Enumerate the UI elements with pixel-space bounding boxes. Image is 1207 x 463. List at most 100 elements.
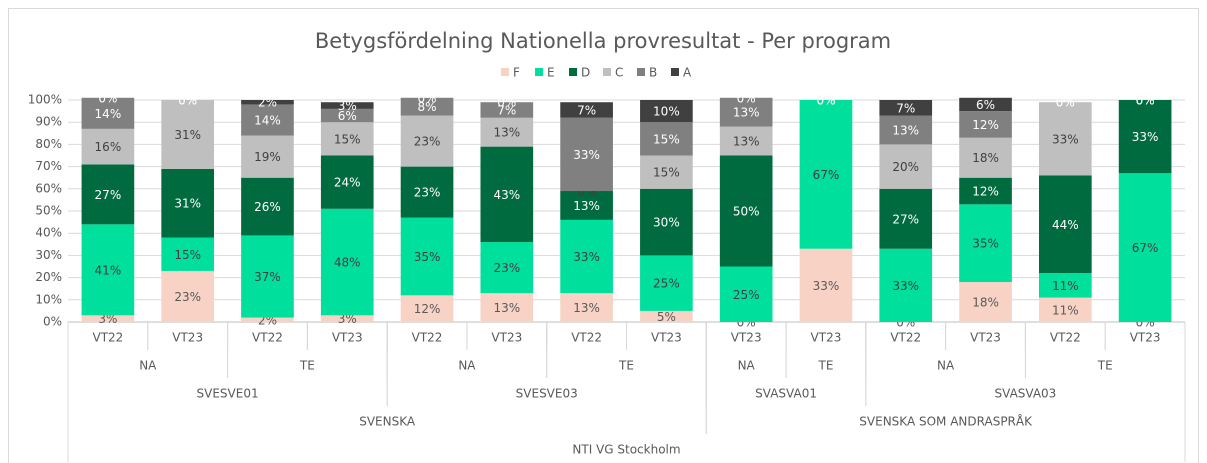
data-label: 18% [972,151,999,165]
bar-segment [560,219,613,294]
data-label: 48% [334,256,361,270]
data-label: 8% [418,100,437,114]
bar-segment [241,135,294,178]
data-label: 6% [976,98,995,112]
category-label: VT23 [1130,331,1161,345]
bar-segment [400,166,454,218]
bar-segment [879,115,933,145]
data-label: 13% [733,135,760,149]
bar-segment [640,122,693,156]
bar-segment [640,188,693,256]
y-tick-label: 60% [35,181,62,195]
legend-swatch [671,68,679,76]
data-label: 23% [493,261,520,275]
data-label: 19% [254,150,281,164]
y-tick-label: 50% [35,204,62,218]
bar-segment [959,97,1012,112]
data-label: 0% [816,94,835,108]
legend-label: B [649,66,657,80]
data-label: 13% [733,106,760,120]
bar-segment [400,217,454,296]
category-label: NA [139,359,157,373]
data-label: 25% [653,277,680,291]
data-label: 33% [892,279,919,293]
bar-segment [161,237,215,271]
legend-label: D [581,66,590,80]
category-label: VT23 [731,331,762,345]
data-label: 41% [95,263,122,277]
data-label: 0% [497,96,516,110]
data-label: 20% [892,160,919,174]
bar-segment [81,97,135,129]
bar-segment [480,117,534,147]
data-label: 13% [573,301,600,315]
category-label: NTI VG Stockholm [572,443,680,457]
data-label: 67% [813,168,840,182]
bar-segment [161,100,215,169]
data-label: 13% [493,126,520,140]
bar-segment [640,310,693,322]
data-label: 27% [95,188,122,202]
bar-segment [1038,297,1092,322]
bar-segment [560,191,613,220]
bar-segment [719,155,773,267]
bar-segment [81,315,135,322]
bar-segment [959,204,1012,283]
category-label: TE [818,359,834,373]
category-label: TE [618,359,634,373]
data-label: 0% [178,94,197,108]
data-label: 0% [816,94,835,108]
data-label: 18% [972,296,999,310]
bar-segment [241,104,294,136]
data-label: 35% [414,250,441,264]
data-label: 0% [1136,94,1155,108]
category-label: SVESVE01 [197,387,259,401]
data-label: 25% [733,288,760,302]
y-tick-label: 80% [35,137,62,151]
data-label: 0% [418,91,437,105]
data-label: 3% [338,99,357,113]
data-label: 0% [1056,96,1075,110]
bar-segment [879,144,933,189]
data-label: 13% [493,301,520,315]
data-label: 27% [892,212,919,226]
data-label: 23% [414,135,441,149]
y-tick-label: 0% [43,315,62,329]
legend-label: C [615,66,623,80]
data-label: 35% [972,237,999,251]
y-tick-label: 40% [35,226,62,240]
bar-segment [799,248,853,322]
category-label: SVASVA03 [995,387,1057,401]
category-label: VT23 [811,331,842,345]
data-label: 11% [1052,303,1079,317]
category-label: VT22 [412,331,443,345]
bar-segment [879,188,933,249]
bar-segment [1118,173,1172,322]
bar-segment [400,295,454,322]
y-tick-label: 70% [35,159,62,173]
bar-segment [719,266,773,322]
legend-swatch [535,68,543,76]
data-label: 15% [174,248,201,262]
category-label: VT22 [252,331,283,345]
data-label: 33% [813,279,840,293]
data-label: 12% [972,185,999,199]
bar-segment [320,208,374,316]
legend-swatch [501,68,509,76]
data-label: 7% [896,101,915,115]
data-label: 44% [1052,218,1079,232]
bar-segment [320,122,374,156]
category-label: NA [738,359,756,373]
data-label: 24% [334,176,361,190]
data-label: 5% [657,310,676,324]
data-label: 14% [95,107,122,121]
data-label: 31% [174,197,201,211]
data-label: 13% [573,199,600,213]
category-label: VT22 [571,331,602,345]
y-tick-label: 90% [35,115,62,129]
category-label: VT23 [491,331,522,345]
bar-segment [241,177,294,236]
data-label: 23% [414,186,441,200]
data-label: 7% [497,103,516,117]
data-label: 3% [98,312,117,326]
